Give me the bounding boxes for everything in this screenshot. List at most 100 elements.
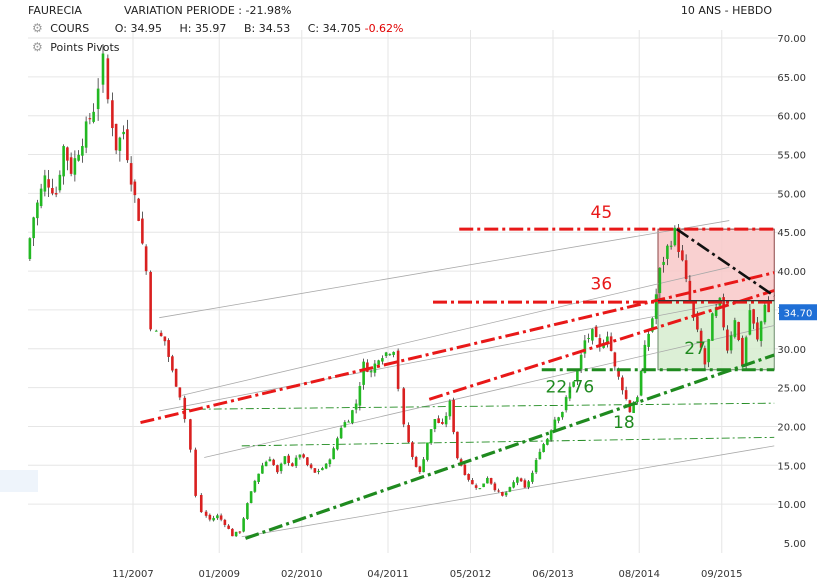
gear-icon[interactable]: ⚙ bbox=[32, 40, 43, 54]
candle-body bbox=[358, 386, 362, 406]
candle-body bbox=[381, 358, 384, 362]
candle-body bbox=[617, 368, 620, 377]
candle-body bbox=[478, 488, 482, 490]
candle-body bbox=[101, 53, 105, 85]
candle-body bbox=[748, 310, 752, 335]
candle-body bbox=[587, 338, 590, 340]
candle-body bbox=[291, 463, 294, 467]
candle-body bbox=[238, 531, 242, 533]
candle-body bbox=[422, 459, 425, 473]
candle-body bbox=[298, 454, 302, 458]
high-value: 35.97 bbox=[194, 22, 227, 35]
candle-body bbox=[684, 260, 688, 279]
candle-body bbox=[448, 400, 452, 417]
candle-body bbox=[366, 362, 369, 372]
candle-body bbox=[621, 377, 624, 391]
candle-body bbox=[463, 464, 467, 475]
candle-body bbox=[66, 147, 69, 161]
candle-body bbox=[549, 430, 553, 440]
x-tick-label: 05/2012 bbox=[450, 569, 492, 580]
candle-body bbox=[332, 448, 335, 460]
candle-body bbox=[208, 514, 212, 520]
candle-body bbox=[84, 121, 88, 148]
x-tick-label: 04/2011 bbox=[367, 569, 409, 580]
candle-body bbox=[171, 356, 174, 371]
candle-body bbox=[62, 146, 65, 177]
y-axis: 70.0065.0060.0055.0050.0045.0040.0035.00… bbox=[777, 34, 806, 550]
candle-body bbox=[96, 88, 100, 110]
candle-body bbox=[729, 335, 733, 351]
candle-body bbox=[144, 246, 148, 272]
last-price-value: 34.70 bbox=[784, 308, 813, 319]
candle-body bbox=[411, 442, 414, 458]
candle-body bbox=[354, 403, 358, 410]
candle-body bbox=[392, 351, 395, 355]
candle-body bbox=[129, 163, 133, 185]
gear-icon[interactable]: ⚙ bbox=[32, 21, 43, 35]
candle-body bbox=[474, 485, 478, 488]
candle-body bbox=[696, 316, 699, 330]
candle-body bbox=[639, 370, 643, 396]
candle-body bbox=[183, 397, 187, 420]
last-price-tag: 34.70 bbox=[779, 304, 817, 321]
last-price-badge bbox=[779, 304, 817, 321]
candle-body bbox=[339, 427, 343, 439]
candle-body bbox=[647, 333, 650, 347]
candle-body bbox=[283, 456, 287, 464]
candle-body bbox=[643, 344, 647, 373]
candle-body bbox=[126, 129, 129, 161]
candle-body bbox=[294, 457, 298, 466]
candle-body bbox=[662, 261, 665, 265]
x-tick-label: 08/2014 bbox=[618, 569, 660, 580]
candle-body bbox=[681, 250, 684, 261]
candle-body bbox=[384, 352, 388, 356]
x-tick-label: 02/2010 bbox=[281, 569, 323, 580]
candle-body bbox=[444, 415, 448, 425]
level-label: 18 bbox=[613, 413, 635, 433]
candle-body bbox=[688, 280, 692, 302]
series-label: COURS bbox=[50, 22, 90, 35]
candle-body bbox=[606, 336, 609, 343]
low-value: 34.53 bbox=[258, 22, 291, 35]
candle-body bbox=[737, 321, 740, 340]
candle-body bbox=[572, 381, 575, 387]
candle-body bbox=[504, 492, 508, 496]
x-tick-label: 11/2007 bbox=[112, 569, 154, 580]
candle-body bbox=[527, 481, 530, 488]
y-tick-label: 50.00 bbox=[777, 189, 806, 200]
candle-body bbox=[347, 421, 350, 423]
candle-body bbox=[546, 438, 549, 445]
pivots-row: ⚙ Points Pivots bbox=[32, 40, 120, 54]
candle-body bbox=[557, 417, 560, 421]
candle-body bbox=[163, 336, 167, 342]
candle-body bbox=[767, 302, 770, 313]
candle-body bbox=[508, 487, 512, 492]
candle-body bbox=[118, 137, 122, 151]
candle-body bbox=[741, 337, 744, 367]
candle-body bbox=[714, 307, 718, 317]
candle-body bbox=[306, 457, 309, 466]
candle-body bbox=[711, 313, 714, 341]
candle-body bbox=[54, 193, 58, 195]
candle-body bbox=[362, 361, 365, 385]
level-label: 27 bbox=[684, 339, 706, 359]
candle-body bbox=[114, 123, 118, 151]
candle-body bbox=[257, 473, 260, 482]
candle-body bbox=[133, 181, 137, 196]
level-label: 45 bbox=[591, 203, 613, 223]
candle-body bbox=[482, 483, 485, 488]
candle-body bbox=[486, 477, 489, 484]
channel-line-gray_4 bbox=[204, 325, 775, 458]
candle-body bbox=[141, 218, 144, 244]
candle-body bbox=[377, 360, 380, 365]
candle-body bbox=[744, 337, 748, 365]
candle-body bbox=[159, 332, 163, 337]
candle-body bbox=[402, 388, 406, 425]
candle-body bbox=[261, 465, 264, 474]
candle-body bbox=[309, 464, 313, 468]
candle-body bbox=[516, 477, 519, 483]
candle-body bbox=[759, 321, 763, 341]
channel-line-gray_5 bbox=[241, 445, 775, 538]
variation-label: VARIATION PERIODE : -21.98% bbox=[124, 4, 291, 17]
